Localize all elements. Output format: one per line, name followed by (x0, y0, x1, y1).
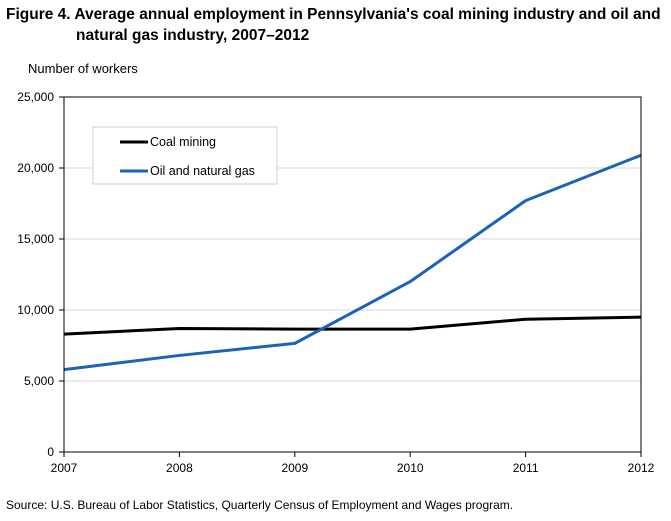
x-tick-label: 2008 (166, 461, 193, 475)
x-tick-labels: 2007 2008 2009 2010 2011 2012 (51, 452, 655, 475)
legend-box (92, 126, 278, 185)
gridlines (64, 167, 641, 382)
chart-title: Figure 4. Average annual employment in P… (6, 4, 666, 46)
y-tick-label: 5,000 (24, 374, 54, 388)
series-line (63, 315, 642, 336)
x-tick-label: 2011 (513, 461, 539, 475)
x-tick-label: 2009 (281, 461, 308, 475)
series-line (63, 153, 642, 372)
legend-label: Oil and natural gas (150, 164, 255, 178)
y-axis-label: Number of workers (28, 61, 138, 76)
y-tick-label: 25,000 (17, 90, 54, 104)
y-tick-label: 15,000 (17, 232, 54, 246)
series-lines (63, 153, 642, 372)
legend: Coal mining Oil and natural gas (92, 126, 278, 185)
chart-title-line2: natural gas industry, 2007–2012 (76, 27, 310, 44)
source-note: Source: U.S. Bureau of Labor Statistics,… (6, 498, 514, 512)
plot-frame (63, 96, 642, 453)
x-tick-label: 2010 (397, 461, 424, 475)
y-tick-label: 0 (47, 445, 54, 459)
x-tick-label: 2012 (628, 461, 655, 475)
x-tick-label: 2007 (51, 461, 78, 475)
y-tick-label: 20,000 (17, 161, 54, 175)
y-tick-labels: 0 5,000 10,000 15,000 20,000 25,000 (17, 90, 64, 459)
y-tick-label: 10,000 (17, 303, 54, 317)
chart-title-line1: Figure 4. Average annual employment in P… (6, 6, 661, 23)
legend-label: Coal mining (150, 135, 216, 149)
